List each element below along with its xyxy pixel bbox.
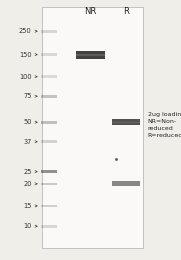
Bar [112, 122, 140, 123]
Text: 50: 50 [23, 119, 32, 125]
Bar [112, 181, 140, 186]
Bar [41, 75, 57, 78]
Text: 25: 25 [23, 168, 32, 175]
Text: 75: 75 [23, 93, 32, 99]
Bar [112, 119, 140, 125]
Bar [41, 30, 57, 32]
Bar [41, 183, 57, 185]
Text: 150: 150 [19, 51, 32, 58]
Bar [41, 121, 57, 124]
Bar [76, 51, 105, 58]
Text: 100: 100 [19, 74, 32, 80]
Bar [41, 225, 57, 228]
Bar [41, 140, 57, 143]
Bar [76, 54, 105, 56]
Text: 20: 20 [23, 181, 32, 187]
Text: R: R [123, 7, 129, 16]
Text: 250: 250 [19, 28, 32, 34]
Text: 2ug loading
NR=Non-
reduced
R=reduced: 2ug loading NR=Non- reduced R=reduced [148, 112, 181, 138]
Bar [42, 6, 143, 248]
Bar [41, 95, 57, 98]
Text: 10: 10 [23, 223, 32, 229]
Text: NR: NR [84, 7, 97, 16]
Bar [41, 170, 57, 173]
Text: 15: 15 [23, 203, 32, 209]
Bar [41, 205, 57, 207]
Text: 37: 37 [23, 139, 32, 145]
Bar [41, 53, 57, 56]
